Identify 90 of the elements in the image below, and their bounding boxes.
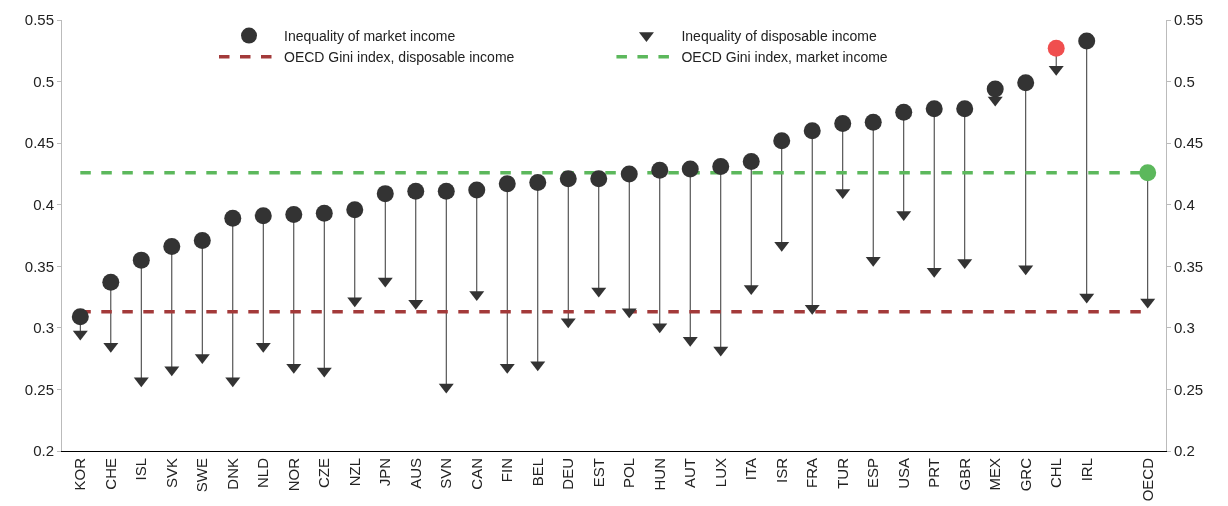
point xyxy=(803,122,821,140)
x-tick-label: KOR xyxy=(71,457,89,491)
x-tick-label: DEU xyxy=(559,458,577,490)
point xyxy=(651,161,669,179)
x-tick-label: CHE xyxy=(101,458,119,490)
point xyxy=(590,170,608,188)
point xyxy=(315,204,333,222)
x-tick-label: AUT xyxy=(681,458,699,488)
y-tick-label: 0.5 xyxy=(33,72,54,90)
x-tick-label: HUN xyxy=(650,458,668,491)
legend-label: Inequality of disposable income xyxy=(681,28,877,45)
point xyxy=(498,175,516,193)
y2-tick-label: 0.25 xyxy=(1174,380,1204,398)
x-tick-label: JPN xyxy=(376,458,394,487)
x-tick-label: GRC xyxy=(1016,457,1034,492)
x-tick-label: ISL xyxy=(132,458,150,481)
point xyxy=(407,182,425,200)
point xyxy=(681,160,699,178)
y-tick-label: 0.35 xyxy=(24,257,54,275)
x-tick-label: NLD xyxy=(254,457,272,489)
point xyxy=(956,100,974,118)
x-tick-label: ITA xyxy=(742,458,760,481)
point xyxy=(376,185,394,203)
point xyxy=(437,182,455,200)
y-tick-label: 0.3 xyxy=(33,319,54,337)
point xyxy=(1139,164,1157,182)
x-tick-label: MEX xyxy=(986,458,1004,491)
y2-tick-label: 0.3 xyxy=(1174,319,1195,337)
x-tick-label: CAN xyxy=(467,458,485,490)
point xyxy=(620,165,638,183)
point xyxy=(773,132,791,150)
y2-tick-label: 0.5 xyxy=(1174,72,1195,90)
y2-tick-label: 0.45 xyxy=(1174,134,1204,152)
point xyxy=(864,113,882,131)
legend-label: OECD Gini index, disposable income xyxy=(284,49,515,66)
x-tick-label: SVN xyxy=(437,458,455,489)
x-tick-label: DNK xyxy=(223,458,241,490)
legend-label: Inequality of market income xyxy=(284,28,456,45)
y-tick-label: 0.55 xyxy=(24,11,54,29)
point xyxy=(285,206,303,224)
point xyxy=(742,153,760,171)
x-tick-label: EST xyxy=(589,458,607,488)
x-tick-label: CZE xyxy=(315,458,333,488)
point xyxy=(71,308,89,326)
y-tick-label: 0.45 xyxy=(24,134,54,152)
y2-tick-label: 0.35 xyxy=(1174,257,1204,275)
legend-label: OECD Gini index, market income xyxy=(681,49,888,66)
point xyxy=(1047,39,1065,57)
y-tick-label: 0.25 xyxy=(24,380,54,398)
x-tick-label: PRT xyxy=(925,458,943,488)
point xyxy=(102,273,120,291)
point xyxy=(346,201,364,219)
x-tick-label: BEL xyxy=(528,458,546,487)
point xyxy=(163,238,181,256)
x-tick-label: NOR xyxy=(284,457,302,492)
y2-tick-label: 0.2 xyxy=(1174,442,1195,460)
point xyxy=(559,170,577,188)
point xyxy=(529,174,547,192)
x-tick-label: ESP xyxy=(864,458,882,489)
y2-tick-label: 0.4 xyxy=(1174,195,1195,213)
point xyxy=(468,181,486,199)
point xyxy=(712,158,730,176)
point xyxy=(132,251,150,269)
y-tick-label: 0.2 xyxy=(33,442,54,460)
x-tick-label: FIN xyxy=(498,458,516,483)
y-tick-label: 0.4 xyxy=(33,195,54,213)
x-tick-label: ISR xyxy=(772,457,790,484)
x-tick-label: TUR xyxy=(833,457,851,489)
point xyxy=(895,103,913,121)
x-tick-label: SVK xyxy=(162,458,180,489)
x-tick-label: USA xyxy=(894,458,912,489)
x-tick-label: NZL xyxy=(345,458,363,487)
point xyxy=(834,114,852,132)
x-tick-label: GBR xyxy=(955,457,973,491)
point xyxy=(925,100,943,118)
point xyxy=(224,209,242,227)
x-tick-label: IRL xyxy=(1077,458,1095,482)
x-tick-label: AUS xyxy=(406,458,424,489)
point xyxy=(254,207,272,225)
x-tick-label: SWE xyxy=(193,458,211,493)
x-tick-label: LUX xyxy=(711,458,729,488)
x-tick-label: POL xyxy=(620,458,638,489)
point xyxy=(986,80,1004,98)
point xyxy=(1017,74,1035,92)
y2-tick-label: 0.55 xyxy=(1174,11,1204,29)
x-tick-label: OECD xyxy=(1138,457,1156,502)
x-tick-label: CHL xyxy=(1047,458,1065,489)
point xyxy=(1078,32,1096,50)
point xyxy=(193,231,211,249)
x-tick-label: FRA xyxy=(803,458,821,488)
